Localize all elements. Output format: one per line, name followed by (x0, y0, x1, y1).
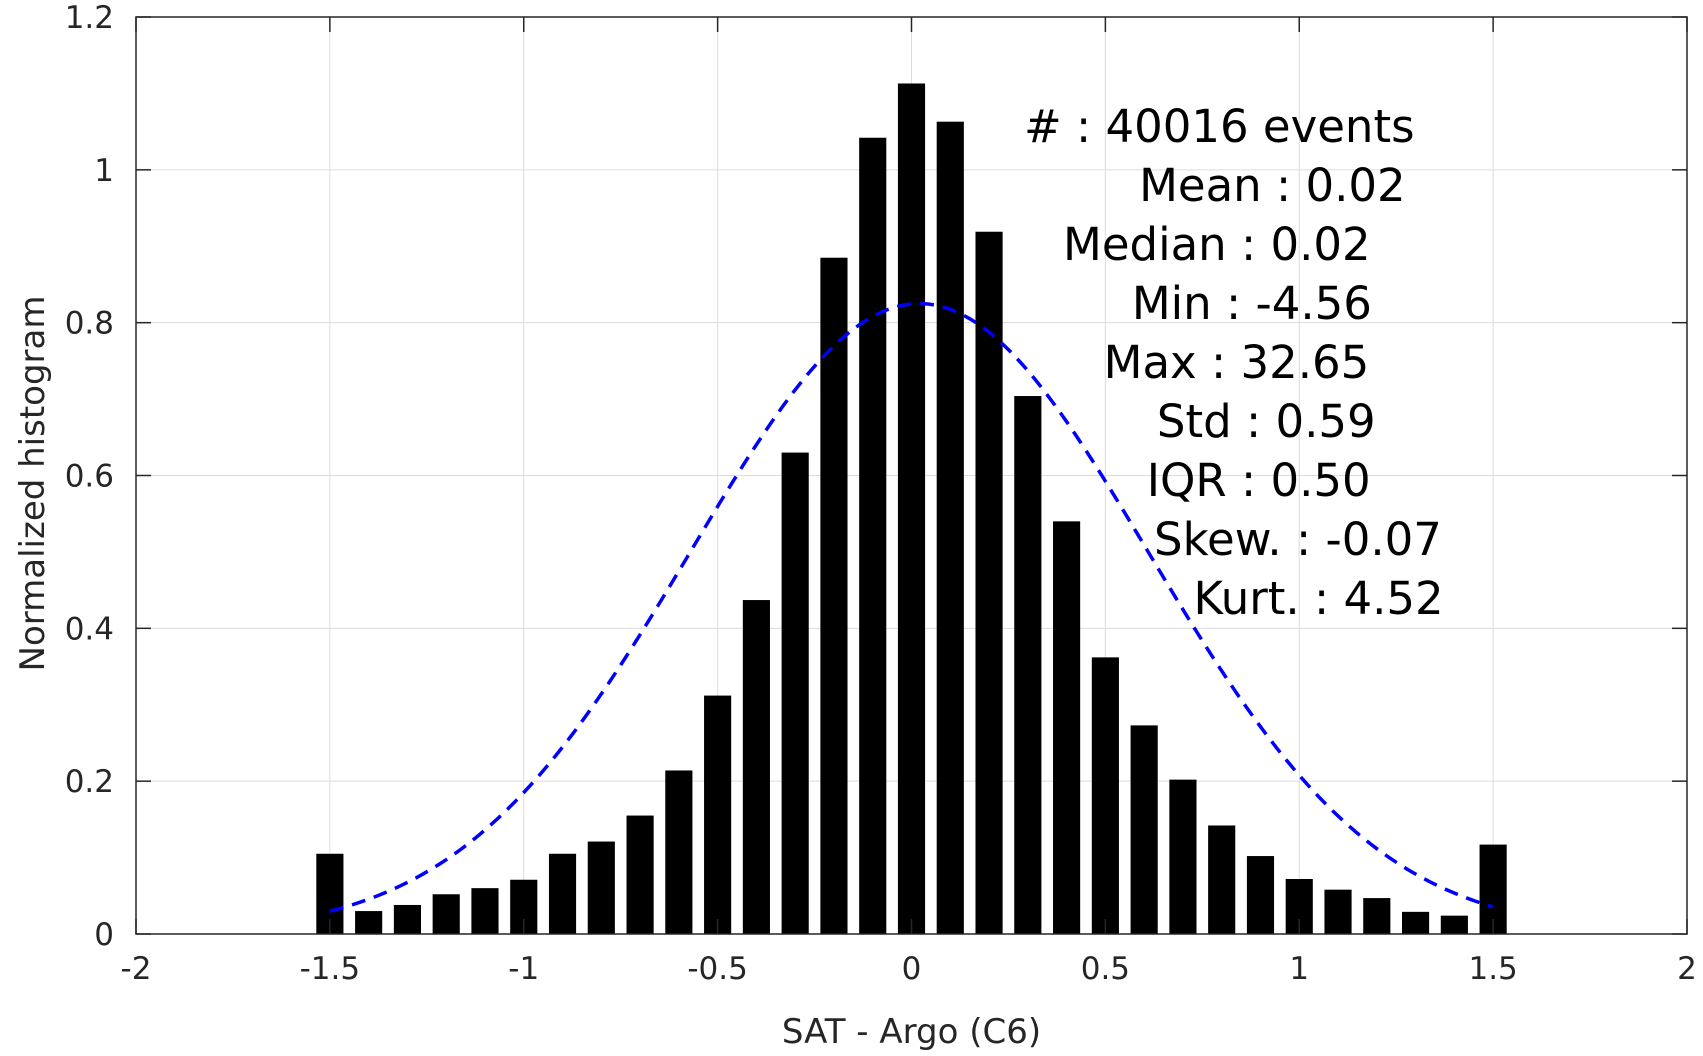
histogram-bar (665, 770, 693, 934)
stats-line: Std : 0.59 (1157, 395, 1376, 448)
histogram-bar (548, 853, 577, 934)
histogram-bar (1208, 825, 1236, 934)
x-tick-label: -0.5 (687, 951, 748, 987)
y-tick-label: 0 (94, 917, 114, 953)
histogram-bar (1363, 898, 1391, 934)
x-tick-label: 2 (1677, 951, 1697, 987)
y-tick-label: 0.4 (65, 611, 114, 647)
y-axis-title: Normalized histogram (13, 296, 53, 672)
stats-line: IQR : 0.50 (1147, 454, 1371, 507)
histogram-bar (393, 904, 421, 934)
histogram-bar (1324, 889, 1352, 934)
histogram-bar (820, 257, 848, 934)
stats-label: IQR (1147, 454, 1241, 507)
y-tick-label: 1 (94, 153, 114, 189)
stats-line: Min : -4.56 (1132, 277, 1372, 330)
x-tick-label: 0.5 (1081, 951, 1130, 987)
x-tick-label: -2 (121, 951, 152, 987)
y-tick-label: 0.6 (65, 459, 114, 495)
histogram-bar (1169, 779, 1197, 934)
histogram-bar (742, 600, 770, 934)
histogram-bar (355, 911, 383, 934)
stats-value: : -4.56 (1226, 277, 1372, 330)
histogram-bar (936, 121, 964, 934)
stats-value: : 0.02 (1241, 218, 1371, 271)
histogram-bar (587, 841, 615, 934)
histogram-bar (1440, 915, 1468, 934)
stats-value: : 40016 events (1076, 100, 1415, 153)
histogram-bar (975, 231, 1003, 934)
stats-line: Median : 0.02 (1063, 218, 1371, 271)
stats-line: Mean : 0.02 (1139, 159, 1406, 212)
histogram-bar (897, 83, 926, 935)
histogram-bar (626, 815, 654, 934)
y-tick-label: 0.8 (65, 306, 114, 342)
axis-ticks (135, 16, 1688, 935)
stats-value: : 0.02 (1276, 159, 1406, 212)
stats-label: # (1024, 100, 1076, 153)
histogram-bar (432, 894, 460, 934)
x-tick-label: 1 (1289, 951, 1309, 987)
histogram-bar (1130, 725, 1158, 934)
y-tick-labels: 0 0.2 0.4 0.6 0.8 1 1.2 (65, 0, 114, 953)
stats-label: Std (1157, 395, 1246, 448)
x-tick-labels: -2 -1.5 -1 -0.5 0 0.5 1 1.5 2 (121, 951, 1697, 987)
stats-line: Kurt. : 4.52 (1193, 572, 1443, 625)
histogram-bar (1402, 911, 1430, 934)
histogram-bar (859, 137, 887, 934)
histogram-bar (1053, 521, 1081, 934)
x-tick-label: 0 (902, 951, 922, 987)
histogram-bar (704, 695, 732, 934)
stats-line: # : 40016 events (1024, 100, 1415, 153)
stats-value: : 0.50 (1241, 454, 1371, 507)
histogram-bars (316, 83, 1507, 935)
histogram-bar (1014, 396, 1042, 934)
stats-value: : 4.52 (1314, 572, 1444, 625)
y-tick-label: 1.2 (65, 0, 114, 36)
stats-line: Max : 32.65 (1104, 336, 1370, 389)
histogram-bar (1246, 856, 1275, 934)
stats-value: : 0.59 (1246, 395, 1376, 448)
gaussian-fit-curve (329, 301, 1494, 913)
stats-value: : 32.65 (1211, 336, 1369, 389)
stats-label: Skew. (1154, 513, 1296, 566)
stats-label: Min (1132, 277, 1226, 330)
stats-label: Kurt. (1193, 572, 1314, 625)
x-tick-label: -1.5 (300, 951, 361, 987)
histogram-bar (781, 452, 809, 934)
x-axis-title: SAT - Argo (C6) (782, 1012, 1041, 1052)
histogram-bar (1091, 657, 1119, 934)
x-tick-label: -1 (508, 951, 539, 987)
y-tick-label: 0.2 (65, 764, 114, 800)
stats-line: Skew. : -0.07 (1154, 513, 1442, 566)
stats-label: Mean (1139, 159, 1276, 212)
stats-value: : -0.07 (1296, 513, 1442, 566)
histogram-bar (471, 888, 499, 934)
x-tick-label: 1.5 (1468, 951, 1517, 987)
stats-label: Max (1104, 336, 1211, 389)
stats-label: Median (1063, 218, 1241, 271)
